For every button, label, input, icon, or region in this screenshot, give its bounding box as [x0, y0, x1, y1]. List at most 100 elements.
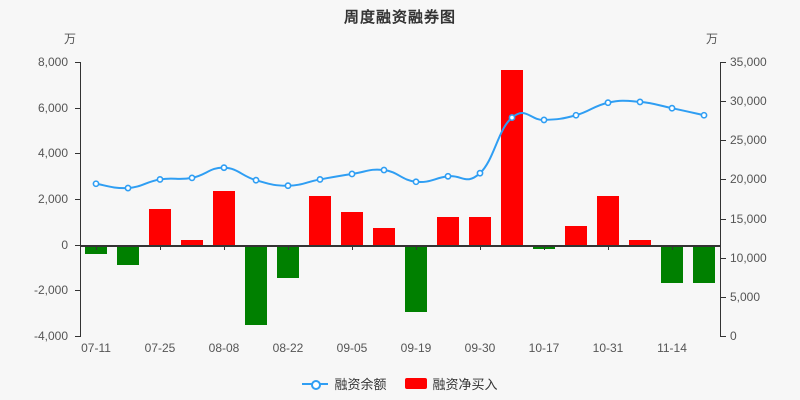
bar-08-15[interactable] — [245, 244, 267, 325]
line-point-11-21[interactable] — [700, 111, 708, 119]
left-axis-tick-label: 6,000 — [37, 100, 68, 115]
x-axis-label-07-25: 07-25 — [144, 341, 176, 355]
x-axis-label-10-31: 10-31 — [592, 341, 624, 355]
x-axis-tick — [480, 245, 481, 250]
x-axis-label-11-14: 11-14 — [657, 341, 687, 355]
right-axis-tick — [721, 336, 726, 337]
left-axis-tick — [75, 290, 80, 292]
bar-10-31[interactable] — [597, 195, 619, 245]
right-axis-tick — [721, 101, 726, 103]
left-axis-tick — [75, 107, 80, 109]
right-axis-tick — [721, 179, 726, 181]
bar-11-21[interactable] — [693, 244, 715, 284]
right-axis-unit-label: 万 — [706, 32, 719, 46]
x-axis-tick — [352, 245, 353, 250]
right-axis-tick-label: 10,000 — [730, 250, 767, 265]
x-axis-label-08-22: 08-22 — [272, 341, 304, 355]
bar-08-29[interactable] — [309, 196, 331, 245]
bar-08-01[interactable] — [181, 240, 203, 245]
bar-11-14[interactable] — [661, 244, 683, 284]
bar-07-18[interactable] — [117, 244, 139, 266]
left-axis-tick-label: 2,000 — [37, 192, 68, 206]
right-axis-tick-label: 20,000 — [730, 172, 767, 187]
bar-08-22[interactable] — [277, 244, 299, 278]
x-axis-tick — [160, 245, 161, 250]
x-axis-label-07-11: 07-11 — [81, 341, 111, 355]
x-axis-tick — [288, 245, 289, 250]
line-point-07-11[interactable] — [92, 180, 100, 188]
line-point-11-14[interactable] — [668, 104, 676, 112]
line-point-08-29[interactable] — [316, 176, 324, 183]
line-point-08-22[interactable] — [284, 182, 292, 190]
left-axis-tick-label: -2,000 — [33, 283, 68, 298]
chart-legend: 融资余额 融资净买入 — [0, 374, 800, 393]
legend-label-financing-balance: 融资余额 — [334, 377, 387, 392]
left-axis-tick-label: 4,000 — [37, 146, 68, 161]
left-axis-tick — [75, 62, 80, 63]
legend-label-net-financing-purchase: 融资净买入 — [432, 377, 498, 392]
x-axis-label-09-30: 09-30 — [464, 341, 496, 355]
bar-07-25[interactable] — [149, 209, 171, 245]
bar-10-24[interactable] — [565, 225, 587, 245]
x-axis-tick — [672, 245, 673, 250]
line-point-09-12[interactable] — [380, 166, 388, 174]
left-axis-tick — [75, 244, 80, 246]
right-axis-tick — [721, 62, 726, 63]
x-axis-tick — [608, 245, 609, 250]
line-point-07-18[interactable] — [124, 184, 132, 192]
x-axis-tick — [416, 245, 417, 250]
left-axis-tick — [75, 336, 80, 337]
line-point-08-01[interactable] — [188, 174, 196, 182]
line-point-07-25[interactable] — [156, 176, 164, 183]
square-marker-icon — [404, 378, 427, 389]
line-point-09-05[interactable] — [348, 170, 356, 178]
right-axis-tick — [721, 257, 726, 259]
line-point-08-08[interactable] — [220, 164, 228, 172]
x-axis-label-09-05: 09-05 — [336, 341, 368, 355]
line-marker-icon — [302, 379, 329, 390]
x-axis-tick — [224, 245, 225, 250]
right-axis-tick-label: 5,000 — [730, 289, 761, 304]
right-axis-tick — [721, 218, 726, 220]
left-axis-unit-label: 万 — [64, 32, 77, 46]
line-point-11-07[interactable] — [636, 98, 644, 106]
bar-09-30[interactable] — [469, 217, 491, 245]
zero-baseline — [80, 245, 721, 247]
legend-item-net-financing-purchase[interactable]: 融资净买入 — [404, 374, 498, 393]
bar-11-07[interactable] — [629, 240, 651, 245]
line-point-09-19[interactable] — [412, 178, 420, 186]
right-axis-tick-label: 0 — [730, 329, 737, 343]
line-point-10-31[interactable] — [604, 99, 612, 107]
bar-09-19[interactable] — [405, 244, 427, 312]
bar-09-05[interactable] — [341, 212, 363, 245]
x-axis-label-10-17: 10-17 — [528, 341, 560, 355]
left-axis-line — [80, 62, 81, 337]
x-axis-label-08-08: 08-08 — [208, 341, 240, 355]
x-axis-tick — [96, 245, 97, 250]
right-axis-tick-label: 30,000 — [730, 94, 767, 109]
bar-09-26[interactable] — [437, 216, 459, 245]
right-axis-tick — [721, 140, 726, 142]
right-axis-tick-label: 25,000 — [730, 133, 767, 148]
bar-10-11[interactable] — [501, 69, 523, 245]
line-point-10-17[interactable] — [540, 116, 548, 124]
left-axis-tick — [75, 199, 80, 200]
line-point-09-26[interactable] — [444, 172, 452, 180]
left-axis-tick-label: -4,000 — [33, 329, 68, 343]
chart-title: 周度融资融券图 — [343, 9, 456, 26]
line-point-08-15[interactable] — [252, 176, 260, 184]
left-axis-tick-label: 8,000 — [37, 55, 68, 69]
right-axis-tick — [721, 296, 726, 298]
line-point-10-24[interactable] — [572, 111, 580, 119]
left-axis-tick-label: 0 — [61, 237, 68, 252]
bar-09-12[interactable] — [373, 227, 395, 245]
x-axis-label-09-19: 09-19 — [400, 341, 432, 355]
right-axis-tick-label: 15,000 — [730, 211, 767, 226]
right-axis-tick-label: 35,000 — [730, 55, 767, 69]
line-point-09-30[interactable] — [476, 169, 484, 177]
right-axis-line — [720, 62, 721, 337]
legend-item-financing-balance[interactable]: 融资余额 — [302, 374, 387, 393]
bar-08-08[interactable] — [213, 191, 235, 245]
